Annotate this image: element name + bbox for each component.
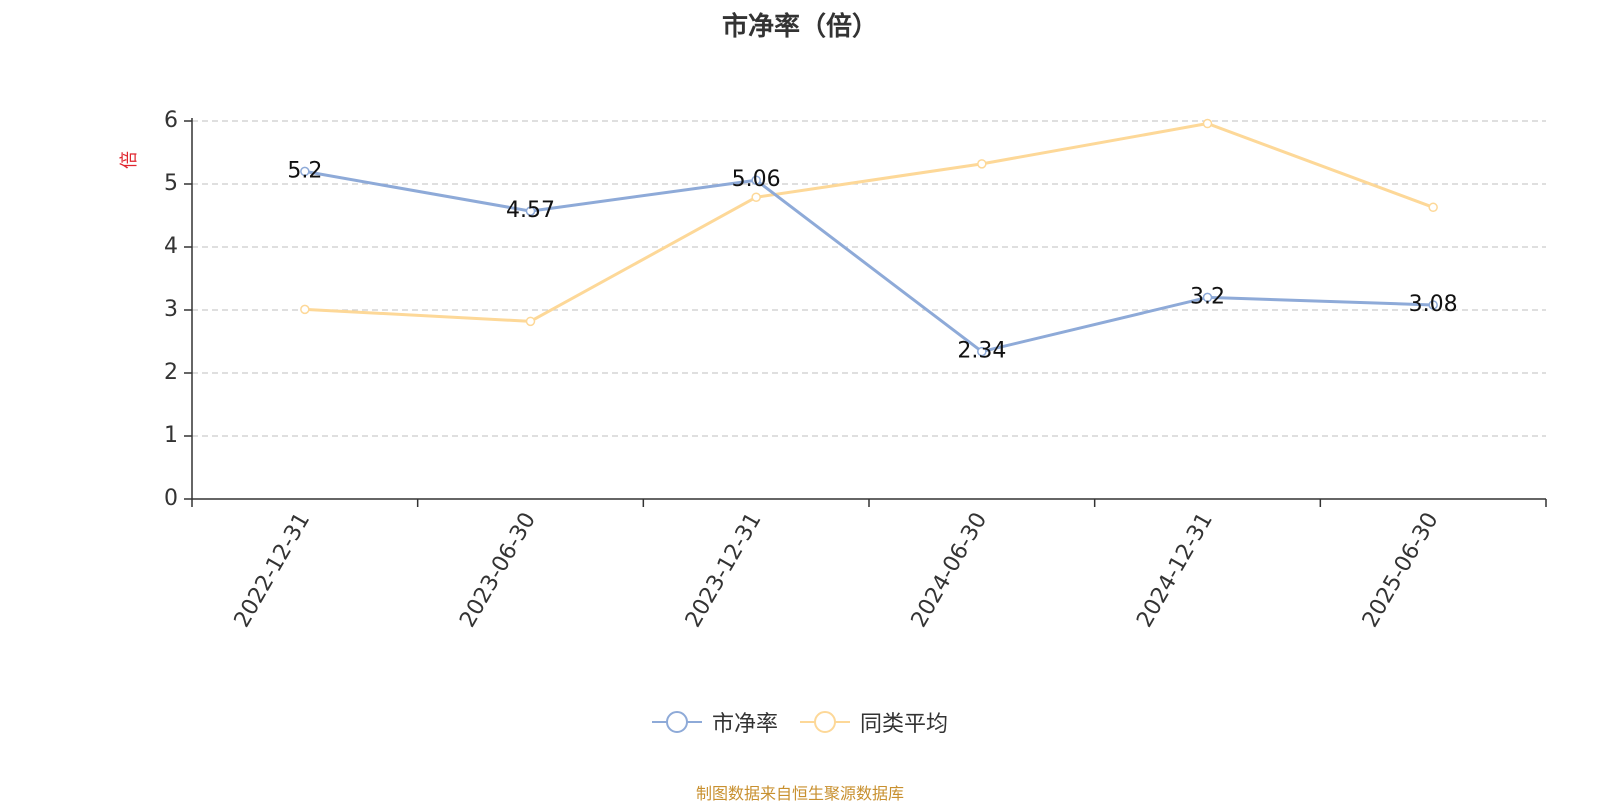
y-axis-label: 倍 — [119, 151, 140, 169]
axes: 0 1 2 3 4 5 6 2022-12-31 2023-06-30 2023-12-31 202… — [164, 108, 1547, 632]
y-tick-label: 0 — [164, 486, 178, 511]
legend-marker-pb — [651, 711, 702, 733]
y-tick-label: 4 — [164, 234, 178, 259]
data-label-pb: 2.34 — [957, 339, 1006, 364]
data-point-pb — [977, 346, 987, 357]
data-point-pb — [1202, 292, 1213, 303]
data-label-pb: 5.2 — [287, 158, 322, 183]
y-tick-label: 6 — [164, 108, 178, 133]
data-point-peer-average — [300, 304, 310, 315]
data-point-peer-average — [1202, 118, 1213, 129]
legend-label-peer-average: 同类平均 — [860, 712, 949, 737]
x-tick-label: 2023-06-30 — [455, 509, 541, 632]
y-tick-label: 2 — [164, 360, 178, 385]
data-point-pb — [1428, 300, 1438, 310]
y-tick-label: 1 — [164, 423, 178, 448]
series-line-pb — [303, 169, 1435, 354]
data-point-pb — [300, 166, 310, 177]
legend-marker-peer-average — [800, 711, 850, 733]
data-point-peer-average — [525, 316, 536, 327]
x-tick-label: 2022-12-31 — [230, 509, 316, 632]
x-tick-label: 2024-12-31 — [1132, 509, 1218, 632]
x-tick-label: 2025-06-30 — [1358, 509, 1444, 632]
chart-title: 市净率（倍） — [721, 12, 878, 42]
data-label-pb: 3.08 — [1409, 292, 1458, 317]
data-point-peer-average — [1428, 202, 1438, 213]
data-point-peer-average — [751, 192, 761, 202]
y-tick-label: 3 — [164, 297, 178, 322]
data-point-pb — [751, 175, 761, 185]
data-label-pb: 5.06 — [732, 167, 781, 192]
data-labels: 5.2 4.57 5.06 2.34 3.2 3.08 — [287, 158, 1457, 363]
legend: 市净率 同类平均 — [0, 706, 1600, 738]
data-label-pb: 4.57 — [506, 198, 555, 223]
series — [300, 118, 1438, 357]
x-tick-label: 2023-12-31 — [681, 509, 767, 632]
legend-item-pb[interactable]: 市净率 — [651, 706, 778, 738]
x-tick-label: 2024-06-30 — [907, 508, 993, 631]
data-point-pb — [525, 206, 536, 216]
source-note: 制图数据来自恒生聚源数据库 — [695, 784, 904, 803]
legend-label-pb: 市净率 — [711, 712, 778, 737]
data-label-pb: 3.2 — [1190, 284, 1225, 309]
data-point-peer-average — [977, 159, 987, 169]
series-line-peer-average — [303, 122, 1435, 323]
y-tick-label: 5 — [164, 171, 178, 196]
legend-item-peer-average[interactable]: 同类平均 — [800, 706, 948, 738]
grid-lines — [192, 120, 1546, 437]
